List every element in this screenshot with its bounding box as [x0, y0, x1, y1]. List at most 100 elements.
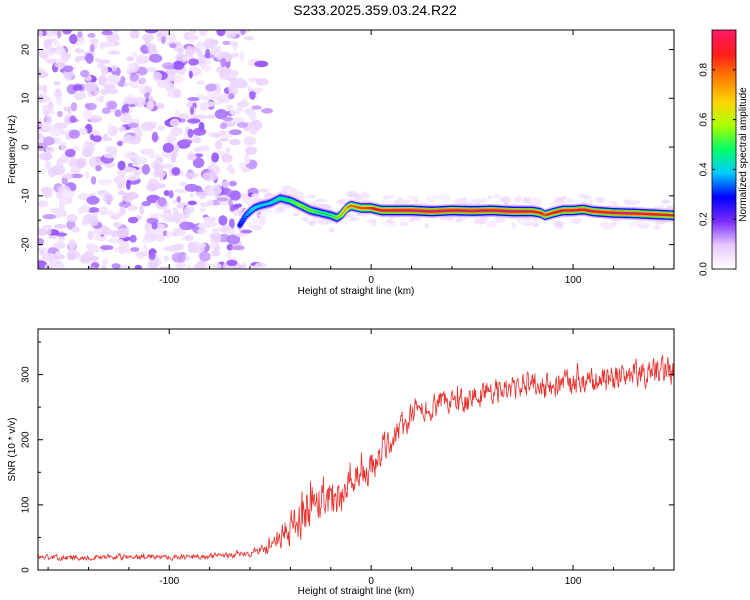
noise-blob: [56, 110, 63, 117]
snr-frame: [37, 328, 675, 571]
noise-blob: [38, 30, 43, 38]
noise-blob: [179, 138, 193, 145]
noise-blob: [162, 142, 174, 153]
noise-blob: [166, 230, 172, 240]
noise-blob: [86, 144, 95, 152]
noise-blob: [230, 245, 245, 251]
noise-blob: [140, 148, 154, 156]
noise-blob: [229, 168, 236, 175]
noise-blob: [199, 251, 211, 262]
noise-blob: [124, 94, 137, 105]
noise-blob: [57, 30, 62, 39]
noise-blob: [133, 96, 146, 108]
halo-blob: [315, 198, 328, 202]
noise-blob: [40, 186, 53, 194]
halo-blob: [424, 222, 429, 229]
noise-blob: [85, 52, 94, 64]
halo-blob: [406, 195, 419, 200]
noise-blob: [219, 122, 228, 130]
noise-blob: [228, 198, 233, 207]
noise-blob: [80, 69, 90, 78]
noise-blob: [106, 88, 119, 95]
noise-blob: [89, 38, 99, 44]
noise-blob: [81, 143, 87, 150]
noise-blob: [55, 45, 65, 55]
noise-blob: [67, 249, 77, 255]
halo-blob: [595, 196, 605, 204]
noise-blob: [74, 55, 80, 64]
noise-blob: [199, 101, 209, 112]
noise-blob: [93, 89, 99, 95]
noise-blob: [187, 200, 197, 206]
halo-blob: [487, 195, 493, 200]
noise-blob: [208, 184, 222, 196]
noise-blob: [43, 38, 52, 50]
noise-blob: [186, 264, 192, 269]
noise-blob: [192, 137, 202, 144]
noise-blob: [185, 45, 194, 57]
noise-blob: [111, 64, 118, 72]
noise-blob: [117, 140, 123, 147]
halo-blob: [273, 210, 281, 215]
noise-blob: [99, 41, 112, 48]
colorbar-frame: [711, 29, 737, 270]
noise-blob: [90, 175, 97, 185]
halo-blob: [433, 194, 443, 200]
halo-blob: [562, 195, 568, 200]
noise-blob: [69, 33, 78, 45]
noise-blob: [186, 153, 197, 161]
noise-blob: [107, 210, 114, 216]
noise-blob: [83, 108, 93, 120]
noise-blob: [151, 222, 158, 230]
noise-blob: [54, 223, 68, 229]
noise-blob: [187, 128, 194, 138]
noise-blob: [89, 133, 95, 141]
noise-blob: [108, 50, 120, 55]
noise-blob: [38, 200, 49, 208]
noise-blob: [247, 85, 252, 93]
noise-blob: [174, 188, 188, 194]
noise-blob: [216, 197, 229, 202]
halo-blob: [473, 217, 487, 225]
noise-blob: [103, 153, 117, 159]
noise-blob: [162, 62, 175, 70]
noise-blob: [248, 110, 257, 121]
noise-blob: [161, 212, 175, 217]
noise-blob: [141, 34, 154, 42]
noise-blob: [97, 178, 112, 186]
halo-blob: [328, 227, 334, 232]
noise-blob: [147, 153, 161, 159]
noise-blob: [189, 192, 194, 198]
noise-blob: [175, 53, 188, 64]
noise-blob: [240, 30, 246, 36]
halo-blob: [293, 191, 305, 199]
noise-blob: [222, 180, 230, 188]
noise-blob: [62, 30, 72, 35]
halo-blob: [583, 194, 590, 200]
noise-blob: [227, 229, 236, 235]
noise-blob: [41, 168, 47, 173]
halo-blob: [341, 221, 348, 226]
noise-blob: [188, 34, 196, 42]
noise-blob: [53, 41, 60, 47]
noise-blob: [106, 74, 120, 86]
noise-blob: [183, 131, 189, 141]
noise-blob: [47, 166, 58, 178]
noise-blob: [166, 244, 181, 252]
noise-blob: [105, 147, 115, 153]
noise-blob: [209, 241, 218, 249]
halo-blob: [537, 199, 542, 205]
noise-blob: [163, 255, 170, 262]
noise-blob: [197, 41, 203, 47]
noise-blob: [56, 158, 64, 170]
halo-blob: [656, 205, 665, 209]
halo-blob: [517, 218, 531, 225]
halo-blob: [623, 199, 632, 205]
noise-blob: [75, 35, 85, 42]
noise-blob: [38, 71, 49, 78]
noise-blob: [188, 70, 193, 79]
noise-blob: [53, 242, 66, 249]
noise-blob: [243, 136, 257, 146]
noise-blob: [243, 167, 251, 172]
